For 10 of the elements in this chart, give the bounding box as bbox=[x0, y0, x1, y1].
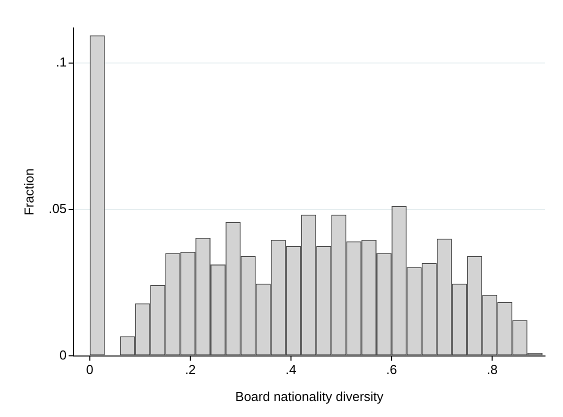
x-tick-label: .8 bbox=[486, 362, 498, 378]
x-tick-label: .4 bbox=[286, 362, 296, 378]
x-tick-label: .6 bbox=[386, 362, 397, 378]
x-tick-label: .2 bbox=[184, 362, 196, 378]
y-tick-label: .1 bbox=[56, 54, 67, 70]
y-axis-title: Fraction bbox=[21, 168, 36, 216]
x-axis-title: Board nationality diversity bbox=[235, 388, 384, 404]
x-tick-label: 0 bbox=[86, 362, 94, 378]
y-tick-label: .05 bbox=[48, 201, 67, 216]
y-tick-label: 0 bbox=[59, 347, 67, 362]
